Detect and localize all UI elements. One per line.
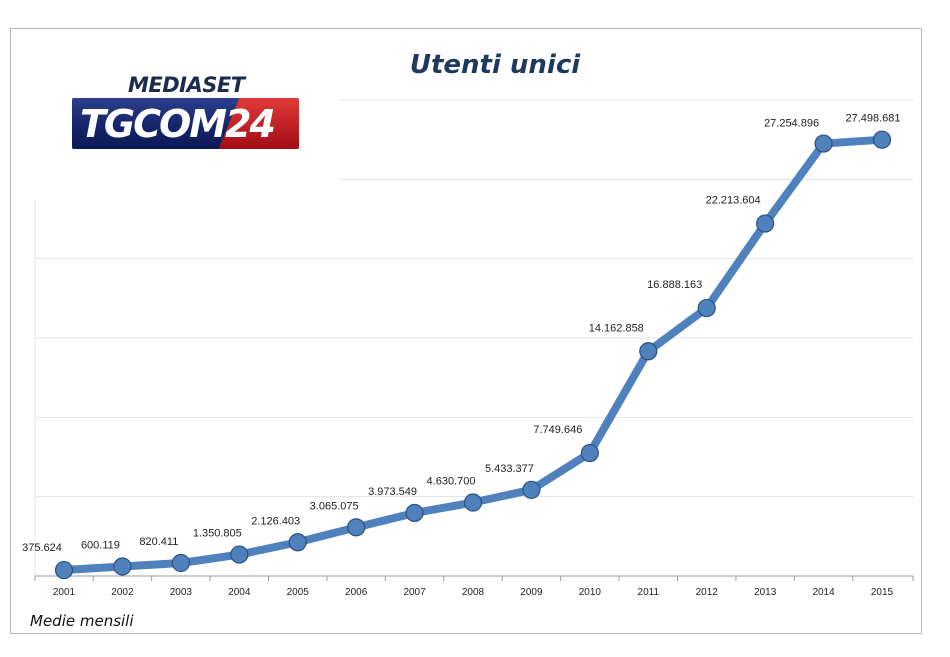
- data-label: 375.624: [22, 542, 62, 554]
- data-label: 3.065.075: [310, 500, 359, 512]
- data-point: [639, 342, 658, 361]
- data-point: [113, 557, 132, 576]
- gridlines: [35, 99, 913, 498]
- data-label: 820.411: [139, 536, 178, 548]
- data-point: [405, 503, 424, 523]
- data-label: 5.433.377: [485, 463, 534, 475]
- data-label: 4.630.700: [427, 476, 476, 488]
- x-tick-label: 2013: [754, 587, 777, 598]
- logo-mediaset-text: MEDIASET: [128, 73, 245, 97]
- footer-note: Medie mensili: [30, 612, 134, 630]
- x-tick-labels: 2001 2002 2003 2004 2005 2006 2007 2008 2009 2010…: [53, 587, 894, 598]
- x-tick-label: 2010: [579, 587, 602, 598]
- x-tick-label: 2007: [403, 587, 426, 598]
- data-label: 600.119: [81, 539, 120, 551]
- data-label: 3.973.549: [368, 486, 417, 498]
- x-tick-label: 2002: [111, 587, 134, 598]
- x-tick-label: 2015: [871, 587, 894, 598]
- data-point: [580, 443, 599, 463]
- x-tick-label: 2011: [638, 587, 660, 598]
- data-label: 1.350.805: [193, 528, 242, 540]
- chart-frame: [10, 28, 922, 634]
- data-point: [230, 545, 249, 564]
- x-tick-label: 2009: [520, 587, 543, 598]
- data-label: 7.749.646: [533, 424, 582, 436]
- data-label: 27.498.681: [845, 113, 900, 125]
- data-point: [347, 518, 366, 537]
- data-label: 16.888.163: [647, 279, 702, 291]
- x-tick-label: 2005: [287, 587, 310, 598]
- data-point: [814, 134, 833, 153]
- logo-box: TGCOM24: [72, 98, 299, 149]
- data-point: [697, 298, 716, 318]
- logo-tgcom24-text: TGCOM24: [80, 102, 276, 146]
- data-point: [872, 130, 892, 149]
- data-point: [463, 493, 483, 512]
- data-labels: 375.624 600.119 820.411 1.350.805 2.126.403 3…: [22, 113, 900, 554]
- x-tick-label: 2008: [462, 587, 485, 598]
- data-point: [171, 553, 190, 573]
- data-label: 14.162.858: [589, 322, 644, 334]
- axes: [34, 200, 914, 581]
- x-tick-label: 2001: [53, 587, 76, 598]
- data-point: [522, 480, 541, 499]
- data-label: 2.126.403: [251, 515, 300, 527]
- x-tick-label: 2004: [228, 587, 251, 598]
- data-label: 22.213.604: [706, 195, 761, 207]
- x-tick-label: 2006: [345, 587, 368, 598]
- chart-title: Utenti unici: [409, 50, 581, 80]
- data-point: [54, 560, 74, 580]
- data-point: [756, 214, 775, 233]
- x-tick-label: 2014: [812, 587, 835, 598]
- x-tick-label: 2003: [170, 587, 193, 598]
- x-tick-label: 2012: [696, 587, 719, 598]
- data-label: 27.254.896: [764, 118, 819, 130]
- data-point: [288, 533, 307, 552]
- data-points: [54, 130, 892, 580]
